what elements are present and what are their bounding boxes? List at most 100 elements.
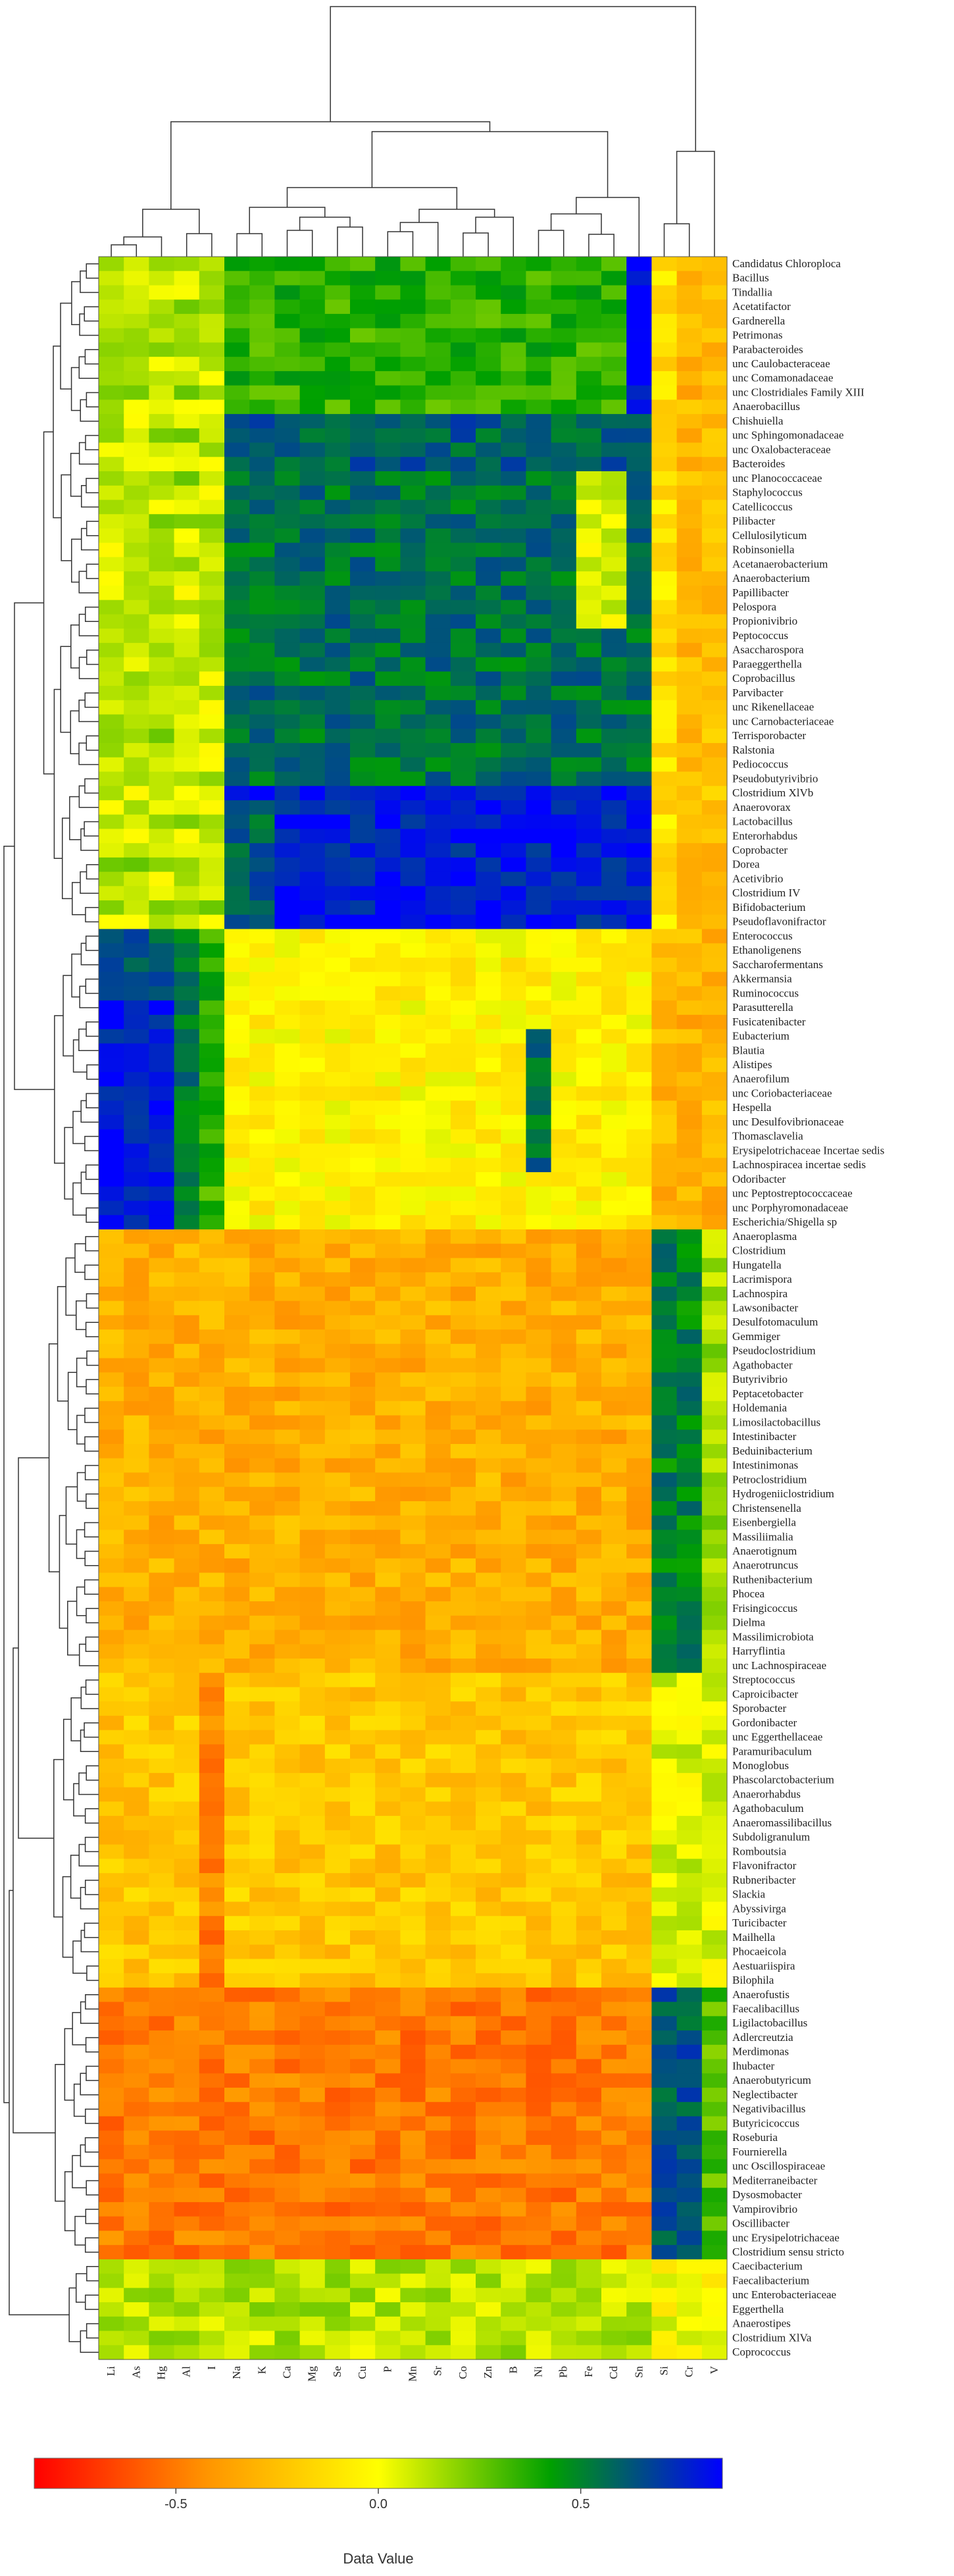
- heatmap-cell: [526, 1100, 552, 1116]
- heatmap-cell: [551, 1229, 577, 1245]
- heatmap-cell: [526, 1544, 552, 1559]
- heatmap-cell: [501, 299, 526, 315]
- heatmap-cell: [501, 1587, 526, 1602]
- dendrogram-branch: [85, 434, 99, 451]
- heatmap-cell: [124, 2345, 149, 2360]
- heatmap-cell: [676, 1659, 703, 1674]
- heatmap-cell: [601, 399, 627, 415]
- heatmap-cell: [551, 843, 577, 858]
- heatmap-cell: [299, 528, 326, 544]
- heatmap-cell: [124, 1859, 149, 1874]
- heatmap-cell: [249, 900, 275, 915]
- heatmap-cell: [174, 1387, 200, 1402]
- heatmap-cell: [149, 2216, 175, 2231]
- heatmap-cell: [425, 1759, 451, 1774]
- heatmap-cell: [400, 1315, 426, 1330]
- heatmap-cell: [149, 1730, 175, 1745]
- heatmap-cell: [601, 800, 627, 815]
- dendrogram-branch: [72, 882, 86, 915]
- heatmap-cell: [601, 1873, 627, 1888]
- heatmap-cell: [199, 771, 225, 786]
- heatmap-cell: [476, 1701, 501, 1716]
- heatmap-cell: [324, 2273, 351, 2288]
- heatmap-cell: [400, 657, 426, 672]
- heatmap-cell: [274, 2173, 301, 2188]
- heatmap-cell: [450, 800, 476, 815]
- heatmap-cell: [324, 2144, 351, 2160]
- heatmap-cell: [299, 2230, 326, 2246]
- heatmap-cell: [701, 2216, 728, 2231]
- heatmap-cell: [676, 2316, 703, 2332]
- heatmap-cell: [324, 2345, 351, 2360]
- heatmap-cell: [350, 1572, 376, 1587]
- heatmap-cell: [651, 1544, 678, 1559]
- heatmap-cell: [450, 786, 476, 801]
- heatmap-cell: [99, 1873, 124, 1888]
- heatmap-cell: [651, 270, 678, 286]
- heatmap-cell: [350, 1472, 376, 1487]
- heatmap-cell: [425, 757, 451, 773]
- heatmap-cell: [124, 1687, 149, 1702]
- heatmap-cell: [224, 2245, 250, 2260]
- heatmap-cell: [551, 2216, 577, 2231]
- heatmap-cell: [576, 1200, 602, 1216]
- heatmap-cell: [626, 1472, 652, 1487]
- heatmap-cell: [701, 1301, 728, 1316]
- heatmap-cell: [501, 1759, 526, 1774]
- heatmap-cell: [99, 2259, 124, 2275]
- heatmap-cell: [124, 686, 149, 701]
- heatmap-cell: [99, 771, 124, 786]
- heatmap-cell: [601, 2245, 627, 2260]
- heatmap-cell: [199, 1372, 225, 1387]
- heatmap-cell: [476, 814, 501, 829]
- heatmap-cell: [526, 1587, 552, 1602]
- heatmap-cell: [526, 2302, 552, 2317]
- heatmap-cell: [450, 1959, 476, 1974]
- heatmap-cell: [174, 1430, 200, 1445]
- heatmap-cell: [651, 2302, 678, 2317]
- heatmap-cell: [701, 2101, 728, 2117]
- heatmap-cell: [324, 2188, 351, 2203]
- heatmap-cell: [576, 1630, 602, 1645]
- heatmap-cell: [299, 1229, 326, 1245]
- heatmap-cell: [249, 2188, 275, 2203]
- heatmap-cell: [626, 729, 652, 744]
- heatmap-cell: [299, 1844, 326, 1859]
- heatmap-cell: [576, 313, 602, 329]
- heatmap-cell: [626, 1229, 652, 1245]
- heatmap-cell: [224, 2302, 250, 2317]
- heatmap-cell: [224, 1186, 250, 1202]
- heatmap-cell: [626, 2173, 652, 2188]
- heatmap-cell: [174, 2316, 200, 2332]
- heatmap-cell: [576, 1973, 602, 1988]
- heatmap-cell: [676, 2230, 703, 2246]
- heatmap-cell: [149, 1158, 175, 1173]
- heatmap-cell: [149, 1415, 175, 1430]
- heatmap-cell: [375, 1744, 401, 1759]
- heatmap-cell: [526, 729, 552, 744]
- heatmap-cell: [400, 1430, 426, 1445]
- heatmap-cell: [701, 2288, 728, 2303]
- heatmap-cell: [124, 571, 149, 586]
- dendrogram-branch: [84, 2137, 99, 2153]
- heatmap-cell: [501, 514, 526, 529]
- heatmap-cell: [701, 1901, 728, 1917]
- heatmap-cell: [501, 2044, 526, 2060]
- heatmap-cell: [576, 528, 602, 544]
- heatmap-cell: [299, 442, 326, 457]
- dendrogram-branch: [71, 538, 82, 583]
- heatmap-cell: [224, 2345, 250, 2360]
- heatmap-cell: [501, 1358, 526, 1373]
- heatmap-cell: [676, 914, 703, 930]
- heatmap-cell: [99, 1029, 124, 1044]
- heatmap-cell: [199, 1172, 225, 1187]
- heatmap-cell: [676, 1043, 703, 1058]
- heatmap-cell: [400, 1158, 426, 1173]
- heatmap-cell: [174, 2073, 200, 2088]
- heatmap-cell: [149, 2059, 175, 2074]
- heatmap-cell: [425, 971, 451, 987]
- heatmap-cell: [601, 1315, 627, 1330]
- heatmap-cell: [224, 1601, 250, 1616]
- heatmap-cell: [174, 514, 200, 529]
- dendrogram-branch: [85, 1994, 99, 2010]
